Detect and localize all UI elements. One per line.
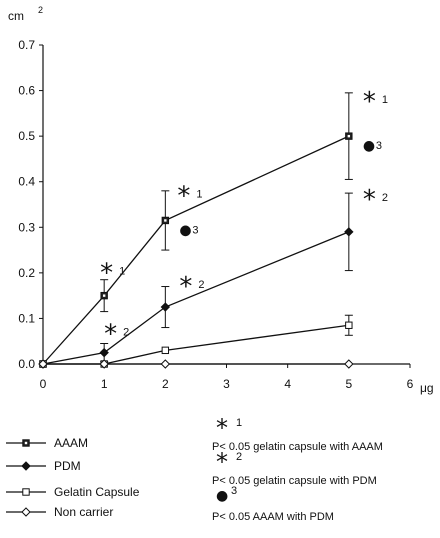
annotation-label: 3 <box>192 224 198 236</box>
significance-annotations: * 1* 2* 1● 3* 2* 1● 3* 2 <box>100 87 388 349</box>
data-point <box>99 359 109 369</box>
key-text: P< 0.05 gelatin capsule with AAAM <box>212 441 383 453</box>
key-label: 3 <box>231 485 237 497</box>
series-line-2 <box>43 324 349 365</box>
x-tick-label: 0 <box>40 377 47 391</box>
y-tick-label: 0.3 <box>18 220 35 234</box>
y-tick-label: 0.7 <box>18 38 35 52</box>
y-axis-unit-superscript: 2 <box>38 5 43 15</box>
x-tick-label: 4 <box>284 377 291 391</box>
legend-label: Non carrier <box>54 505 113 519</box>
legend-label: Gelatin Capsule <box>54 485 140 499</box>
significance-annotation: * 1 <box>177 181 202 211</box>
annotation-label: 1 <box>119 266 125 278</box>
y-tick-label: 0.4 <box>18 175 35 189</box>
legend-marker <box>21 461 31 471</box>
data-point <box>160 359 171 369</box>
x-tick-label: 2 <box>162 377 169 391</box>
data-point <box>345 321 353 329</box>
legend-label: AAAM <box>54 436 88 450</box>
x-tick-label: 5 <box>345 377 352 391</box>
annotation-label: 3 <box>376 140 382 152</box>
series-line-0 <box>42 135 350 365</box>
annotation-symbol: * <box>363 87 376 117</box>
data-point <box>344 227 354 237</box>
legend-marker <box>22 488 30 496</box>
significance-key: * 1 P< 0.05 gelatin capsule with AAAM* 2 P< … <box>212 414 383 523</box>
annotation-label: 1 <box>196 188 202 200</box>
key-label: 2 <box>236 451 242 463</box>
annotation-label: 2 <box>198 279 204 291</box>
data-point <box>38 359 48 369</box>
y-tick-label: 0.0 <box>18 357 35 371</box>
legend-label: PDM <box>54 459 81 473</box>
legend: AAAM PDM Gelatin Capsule Non carrier <box>6 436 140 519</box>
data-point <box>161 216 170 225</box>
series-markers <box>38 132 354 369</box>
data-point <box>345 132 353 140</box>
y-axis-unit-label: cm <box>8 9 24 23</box>
series-lines <box>42 135 350 365</box>
annotation-symbol: ● <box>363 138 375 154</box>
series-line-1 <box>42 231 350 365</box>
x-axis-unit-label: μg <box>420 381 434 395</box>
y-tick-label: 0.2 <box>18 266 35 280</box>
legend-marker <box>21 507 31 517</box>
key-text: P< 0.05 AAAM with PDM <box>212 511 334 523</box>
y-tick-label: 0.1 <box>18 311 35 325</box>
annotation-symbol: * <box>177 181 190 211</box>
x-tick-label: 3 <box>223 377 230 391</box>
annotation-label: 1 <box>382 94 388 106</box>
annotation-symbol: * <box>104 320 117 350</box>
legend-marker <box>22 439 30 447</box>
significance-annotation: * 2 <box>104 320 129 350</box>
key-symbol: * <box>216 448 228 476</box>
key-symbol: ● <box>216 488 228 504</box>
key-label: 1 <box>236 417 242 429</box>
annotation-symbol: * <box>363 185 376 215</box>
y-tick-label: 0.6 <box>18 84 35 98</box>
significance-annotation: ● 3 <box>179 222 198 238</box>
x-tick-label: 1 <box>101 377 108 391</box>
significance-annotation: * 2 <box>179 272 204 302</box>
significance-annotation: ● 3 <box>363 138 382 154</box>
annotation-label: 2 <box>382 192 388 204</box>
significance-annotation: * 1 <box>363 87 388 117</box>
axis-ticks: 0.0 0.1 0.2 0.3 0.4 0.5 0.6 0.7 0 1 2 3 4 5 6 <box>18 38 413 391</box>
data-point <box>99 347 109 358</box>
key-text: P< 0.05 gelatin capsule with PDM <box>212 475 377 487</box>
annotation-label: 2 <box>123 327 129 339</box>
significance-annotation: * 1 <box>100 259 125 289</box>
data-point <box>100 291 108 300</box>
significance-annotation: * 2 <box>363 185 388 215</box>
error-bars <box>100 92 353 363</box>
annotation-symbol: ● <box>179 222 191 238</box>
annotation-symbol: * <box>100 259 113 289</box>
annotation-symbol: * <box>179 272 192 302</box>
x-tick-label: 6 <box>407 377 414 391</box>
key-symbol: * <box>216 414 228 442</box>
y-tick-label: 0.5 <box>18 129 35 143</box>
data-point <box>160 302 171 312</box>
data-point <box>161 346 170 355</box>
data-point <box>344 359 354 369</box>
